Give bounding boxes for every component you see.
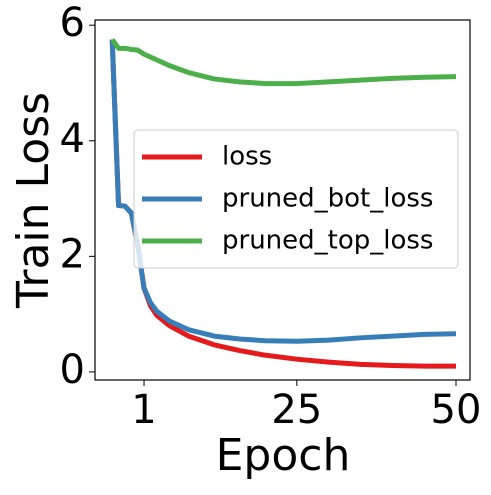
- series-line: [109, 39, 457, 344]
- y-axis-label: Train Loss: [8, 92, 59, 309]
- x-tick-label: 50: [431, 387, 482, 433]
- series-line: [110, 38, 457, 87]
- legend-box: [133, 129, 459, 269]
- legend-label: pruned_bot_loss: [222, 184, 433, 214]
- y-tick-label: 2: [60, 231, 85, 277]
- y-tick-label: 6: [60, 0, 85, 46]
- y-tick-label: 0: [60, 347, 85, 393]
- x-tick-label: 25: [271, 387, 322, 433]
- plot-frame: [94, 19, 471, 381]
- y-tick-label: 4: [60, 116, 85, 162]
- legend-label: loss: [222, 142, 272, 172]
- x-axis-label: Epoch: [216, 430, 351, 481]
- legend-label: pruned_top_loss: [222, 226, 433, 256]
- x-tick-label: 1: [131, 387, 156, 433]
